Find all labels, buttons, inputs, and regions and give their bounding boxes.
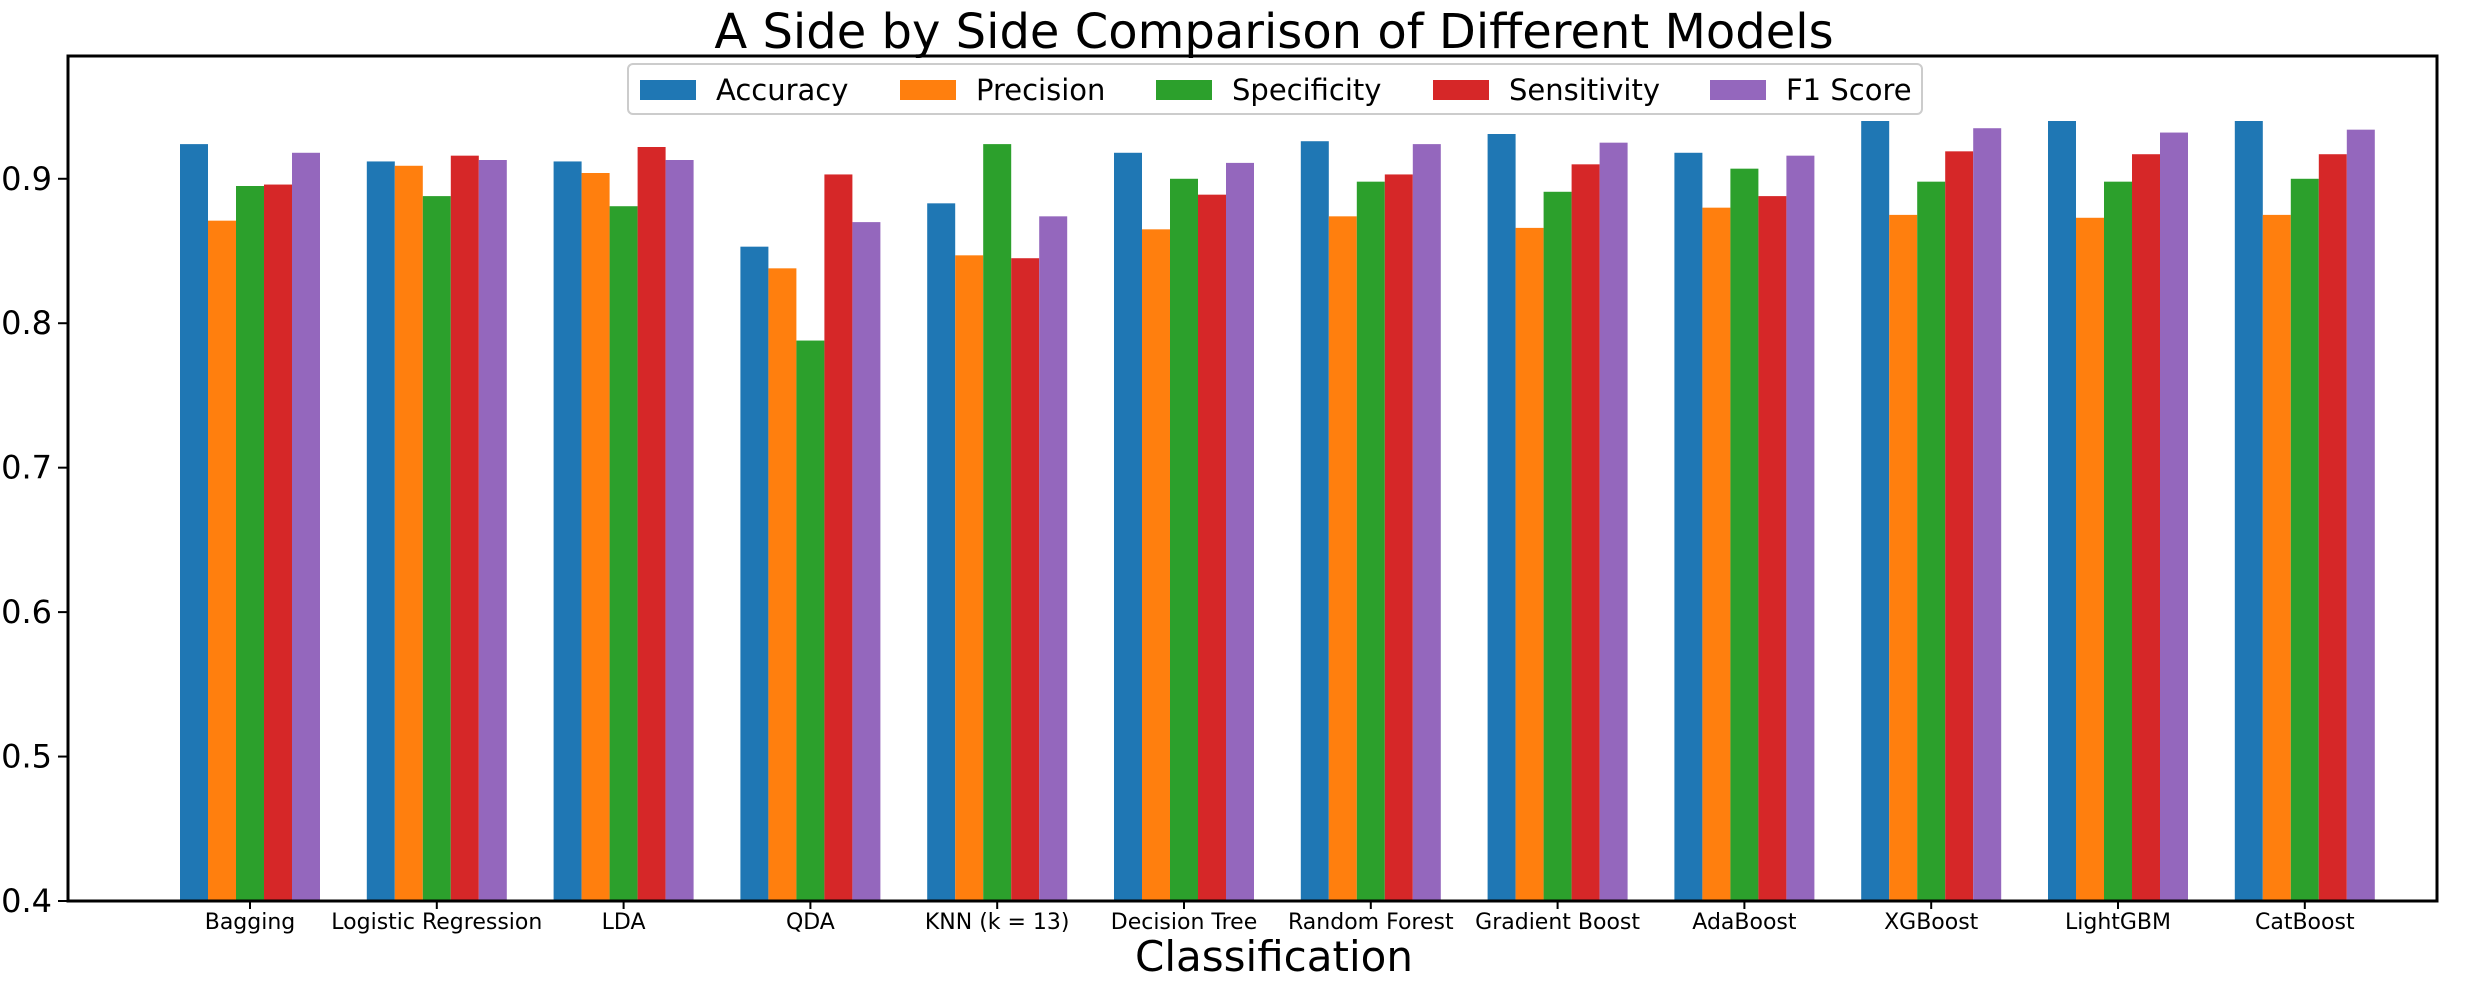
x-tick-label: LightGBM	[2065, 910, 2171, 935]
legend-swatch	[1710, 80, 1766, 100]
bar-accuracy	[2048, 121, 2076, 901]
legend-label: F1 Score	[1786, 73, 1912, 107]
legend: Accuracy Precision Specificity Sensitivity F…	[627, 63, 1923, 115]
bar-sensitivity	[1571, 164, 1600, 902]
bar-sensitivity	[450, 155, 479, 901]
bar-sensitivity	[1384, 174, 1413, 901]
bar-specificity	[2104, 181, 2132, 901]
legend-swatch	[900, 80, 956, 100]
legend-swatch	[1433, 80, 1489, 100]
legend-label: Precision	[976, 73, 1105, 107]
bar-specificity	[983, 144, 1012, 902]
bar-sensitivity	[2132, 154, 2160, 901]
x-tick-label: KNN (k = 13)	[925, 910, 1070, 935]
bar-accuracy	[927, 203, 956, 902]
bar-accuracy	[1674, 152, 1703, 901]
bar-accuracy	[2234, 121, 2263, 901]
bar-accuracy	[1487, 134, 1516, 901]
bar-f1-score	[1599, 142, 1628, 901]
bar-sensitivity	[1198, 194, 1226, 901]
bar-specificity	[1543, 191, 1572, 901]
bar-sensitivity	[824, 174, 853, 901]
bar-specificity	[609, 206, 638, 901]
bar-precision	[1142, 229, 1170, 902]
bar-specificity	[796, 340, 825, 901]
bar-sensitivity	[264, 184, 292, 902]
bar-precision	[1328, 216, 1357, 902]
bar-precision	[2262, 214, 2291, 901]
bar-specificity	[1356, 181, 1385, 901]
y-tick-label: 0.9	[1, 160, 52, 198]
bars	[180, 121, 2375, 902]
x-tick-label: Bagging	[205, 910, 296, 935]
bar-specificity	[2290, 178, 2319, 901]
bar-specificity	[1170, 178, 1198, 901]
bar-sensitivity	[637, 147, 666, 901]
bar-specificity	[236, 186, 264, 901]
x-tick-label: AdaBoost	[1692, 910, 1797, 935]
y-tick-label: 0.5	[1, 738, 52, 776]
bar-precision	[1515, 227, 1544, 901]
bar-sensitivity	[1011, 258, 1040, 901]
x-tick-label: QDA	[786, 910, 835, 935]
bar-precision	[2076, 217, 2104, 901]
bar-accuracy	[1114, 152, 1142, 901]
bar-f1-score	[478, 160, 507, 901]
legend-box	[627, 63, 1923, 115]
bar-f1-score	[2160, 132, 2188, 902]
bar-accuracy	[1861, 121, 1890, 901]
bar-f1-score	[1973, 128, 2002, 901]
x-axis-label: Classification	[1135, 932, 1413, 981]
bar-precision	[208, 220, 236, 901]
bar-sensitivity	[1945, 151, 1974, 902]
bar-accuracy	[180, 144, 208, 902]
y-tick-label: 0.8	[1, 304, 52, 342]
bar-precision	[1702, 207, 1731, 901]
bar-accuracy	[740, 246, 769, 901]
bar-precision	[1889, 214, 1918, 901]
bar-sensitivity	[2318, 154, 2347, 901]
legend-label: Sensitivity	[1509, 73, 1660, 107]
x-tick-label: Logistic Regression	[331, 910, 542, 935]
x-tick-label: LDA	[602, 910, 646, 935]
bar-precision	[768, 268, 797, 901]
legend-label: Accuracy	[716, 73, 848, 107]
bar-f1-score	[1786, 155, 1815, 901]
y-tick-label: 0.4	[1, 882, 52, 920]
bar-specificity	[1730, 168, 1759, 901]
bar-f1-score	[1226, 162, 1254, 901]
bar-f1-score	[1039, 216, 1068, 902]
x-axis: Bagging Logistic Regression LDA QDA KNN (k =…	[205, 901, 2355, 935]
bar-accuracy	[1300, 141, 1329, 901]
legend-swatch	[640, 80, 696, 100]
plot-frame	[66, 54, 2439, 903]
bar-f1-score	[292, 152, 320, 901]
bar-sensitivity	[1758, 196, 1787, 902]
y-axis: 0.4 0.5 0.6 0.7 0.8 0.9	[1, 160, 68, 920]
bar-accuracy	[553, 161, 582, 901]
bar-specificity	[422, 196, 451, 902]
bar-f1-score	[665, 160, 694, 901]
bar-f1-score	[2346, 129, 2375, 901]
legend-swatch	[1156, 80, 1212, 100]
x-tick-label: Random Forest	[1288, 910, 1454, 935]
x-tick-label: Decision Tree	[1111, 910, 1258, 935]
x-tick-label: CatBoost	[2255, 910, 2355, 935]
x-tick-label: Gradient Boost	[1475, 910, 1640, 935]
bar-precision	[394, 165, 423, 901]
legend-label: Specificity	[1232, 73, 1381, 107]
bar-precision	[955, 255, 984, 902]
bar-precision	[581, 173, 610, 901]
bar-f1-score	[852, 222, 881, 902]
bar-accuracy	[366, 161, 395, 901]
chart-title: A Side by Side Comparison of Different M…	[714, 4, 1833, 60]
bar-f1-score	[1412, 144, 1441, 902]
bar-specificity	[1917, 181, 1946, 901]
y-tick-label: 0.7	[1, 449, 52, 487]
x-tick-label: XGBoost	[1884, 910, 1979, 935]
y-tick-label: 0.6	[1, 593, 52, 631]
